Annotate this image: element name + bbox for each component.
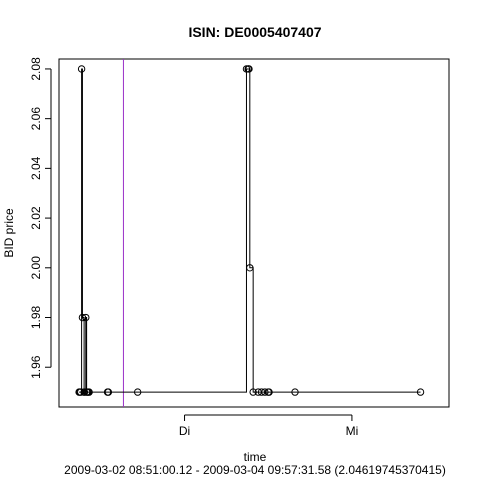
data-point (133, 388, 142, 396)
x-axis-label: time (244, 450, 267, 464)
data-point (245, 65, 253, 73)
data-point (291, 388, 299, 396)
data-point (249, 388, 257, 396)
data-point (77, 65, 86, 73)
x-axis: Di Mi (179, 414, 359, 438)
x-axis-sublabel: 2009-03-02 08:51:00.12 - 2009-03-04 09:5… (64, 463, 446, 477)
data-point (85, 388, 93, 396)
data-point (265, 388, 273, 396)
y-axis-label: BID price (2, 208, 16, 258)
y-tick-label: 2.06 (29, 107, 43, 131)
data-points (75, 65, 425, 396)
y-tick-label: 1.96 (29, 355, 43, 379)
data-point (78, 313, 87, 322)
y-tick-label: 2.02 (29, 206, 43, 230)
data-point (246, 264, 254, 272)
y-tick-label: 2.04 (29, 156, 43, 180)
y-tick-label: 1.98 (29, 306, 43, 330)
chart-title: ISIN: DE0005407407 (188, 24, 321, 40)
data-point (104, 388, 113, 396)
data-point (416, 388, 425, 396)
x-tick-label: Mi (346, 424, 359, 438)
y-tick-label: 2.00 (29, 256, 43, 280)
data-point (261, 388, 269, 396)
data-point (80, 388, 89, 396)
y-tick-label: 2.08 (29, 57, 43, 81)
x-tick-label: Di (179, 424, 190, 438)
data-point (82, 313, 90, 322)
plot-frame (58, 58, 450, 408)
series-step-line (79, 68, 421, 393)
y-axis: 1.96 1.98 2.00 2.02 2.04 2.06 2.08 (29, 57, 52, 379)
